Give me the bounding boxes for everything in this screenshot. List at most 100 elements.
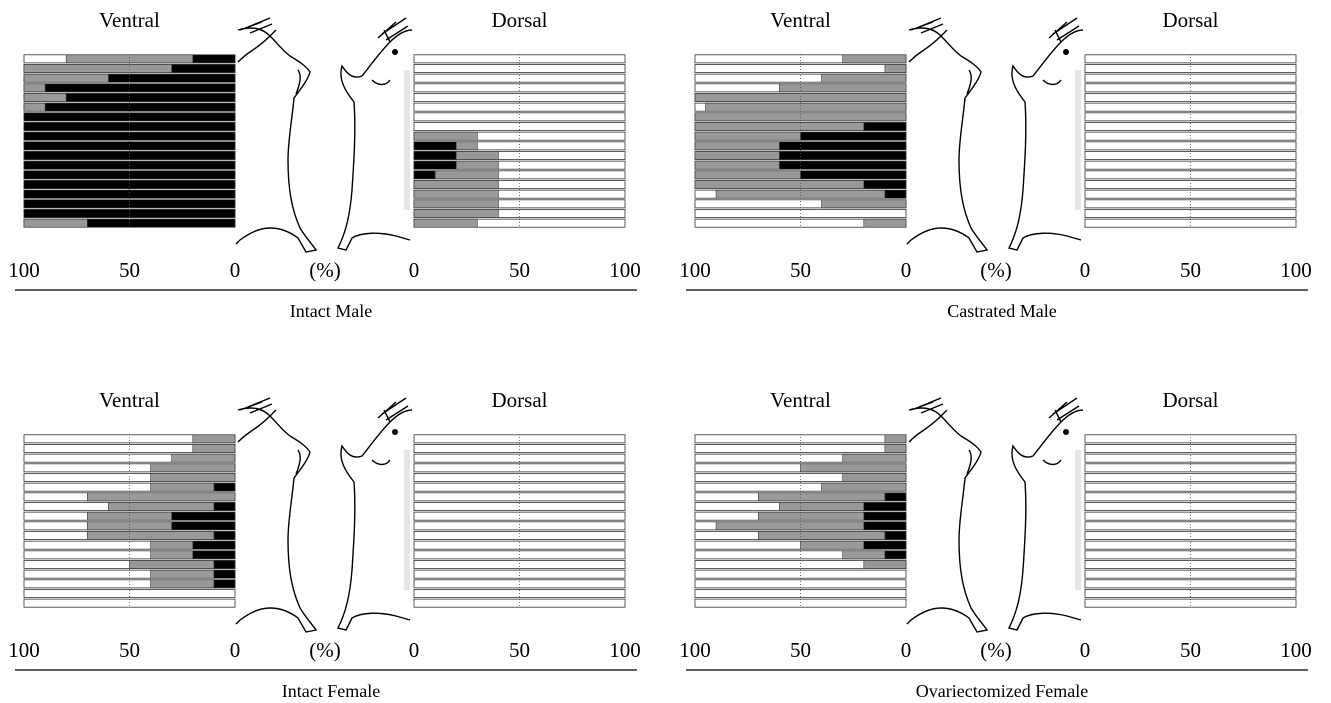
side-title: Ventral — [770, 388, 831, 412]
bar-segment — [842, 550, 886, 560]
bar-segment — [213, 560, 236, 569]
bar-segment — [779, 502, 865, 511]
bar-segment — [863, 511, 907, 521]
side-title: Ventral — [99, 8, 160, 32]
bar-segment — [192, 540, 236, 550]
bar-frame — [413, 102, 626, 112]
bar-frame — [413, 560, 626, 569]
bar-segment — [863, 180, 907, 189]
panel: Ventral 0 50 100 Dorsal 0 50 100 (%) Ovariectomiz… — [679, 388, 1312, 701]
bar-segment — [779, 141, 907, 151]
bar-segment — [23, 218, 88, 228]
bar-segment — [863, 122, 907, 131]
bar-segment — [171, 453, 236, 463]
bar-segment — [694, 170, 801, 180]
bar-segment — [413, 131, 478, 141]
x-tick-label: 100 — [1280, 258, 1312, 282]
bar-segment — [23, 73, 109, 83]
bar-frame — [1084, 54, 1297, 64]
bar-segment — [23, 83, 46, 93]
x-tick-label: 50 — [790, 638, 811, 662]
bar-segment — [821, 199, 907, 209]
x-tick-label: 50 — [119, 638, 140, 662]
bar-segment — [192, 54, 236, 64]
bar-segment — [842, 473, 907, 482]
bar-segment — [65, 93, 236, 102]
bar-frame — [694, 444, 907, 453]
rat-shade — [404, 70, 410, 210]
bar-segment — [800, 463, 907, 473]
bar-segment — [694, 151, 780, 160]
bar-frame — [694, 64, 907, 73]
bar-segment — [758, 492, 886, 502]
bar-frame — [1084, 102, 1297, 112]
bar-segment — [413, 189, 499, 199]
bar-segment — [863, 540, 907, 550]
bar-frame — [413, 64, 626, 73]
x-tick-label: 50 — [509, 258, 530, 282]
bar-frame — [694, 569, 907, 579]
bar-segment — [884, 444, 907, 453]
x-tick-label: 0 — [901, 638, 912, 662]
bar-segment — [150, 540, 194, 550]
x-axis-unit: (%) — [980, 638, 1011, 662]
bar-segment — [715, 521, 865, 531]
side-title: Dorsal — [492, 388, 548, 412]
bar-frame — [1084, 473, 1297, 482]
bar-segment — [842, 54, 907, 64]
bar-frame — [413, 93, 626, 102]
bar-segment — [884, 434, 907, 444]
bar-segment — [213, 502, 236, 511]
bar-frame — [1084, 444, 1297, 453]
bar-frame — [413, 473, 626, 482]
bar-segment — [413, 141, 457, 151]
x-tick-label: 100 — [8, 638, 40, 662]
bar-segment — [863, 560, 907, 569]
bar-frame — [694, 434, 907, 444]
x-tick-label: 50 — [1180, 258, 1201, 282]
bar-segment — [884, 550, 907, 560]
panel-caption: Castrated Male — [947, 301, 1056, 321]
x-tick-label: 100 — [8, 258, 40, 282]
rat-dorsal — [336, 397, 413, 631]
bar-segment — [434, 170, 499, 180]
bar-segment — [800, 540, 865, 550]
bar-segment — [192, 550, 236, 560]
bar-segment — [192, 434, 236, 444]
bar-segment — [863, 521, 907, 531]
bar-frame — [1084, 521, 1297, 531]
x-tick-label: 50 — [119, 258, 140, 282]
bar-frame — [413, 531, 626, 540]
bar-segment — [779, 83, 907, 93]
bar-frame — [413, 521, 626, 531]
bar-segment — [413, 218, 478, 228]
bar-segment — [150, 482, 215, 492]
bar-segment — [694, 122, 865, 131]
bar-segment — [129, 560, 215, 569]
side-title: Dorsal — [1163, 388, 1219, 412]
bar-segment — [213, 569, 236, 579]
rat-dorsal — [336, 17, 413, 251]
bar-segment — [213, 482, 236, 492]
bar-segment — [715, 189, 886, 199]
rat-eye — [392, 49, 398, 55]
bar-segment — [694, 93, 907, 102]
bar-frame — [413, 434, 626, 444]
x-axis-unit: (%) — [309, 258, 340, 282]
rat-shade — [404, 450, 410, 590]
bar-segment — [413, 160, 457, 170]
bar-segment — [150, 579, 215, 589]
bar-segment — [413, 199, 499, 209]
rat-eye — [1063, 49, 1069, 55]
x-tick-label: 100 — [609, 638, 641, 662]
bar-segment — [213, 531, 236, 540]
bar-segment — [455, 151, 499, 160]
bar-segment — [87, 218, 236, 228]
bar-segment — [23, 102, 46, 112]
bar-frame — [1084, 64, 1297, 73]
bar-segment — [171, 64, 236, 73]
bar-segment — [150, 550, 194, 560]
bar-segment — [108, 502, 215, 511]
side-title: Ventral — [770, 8, 831, 32]
